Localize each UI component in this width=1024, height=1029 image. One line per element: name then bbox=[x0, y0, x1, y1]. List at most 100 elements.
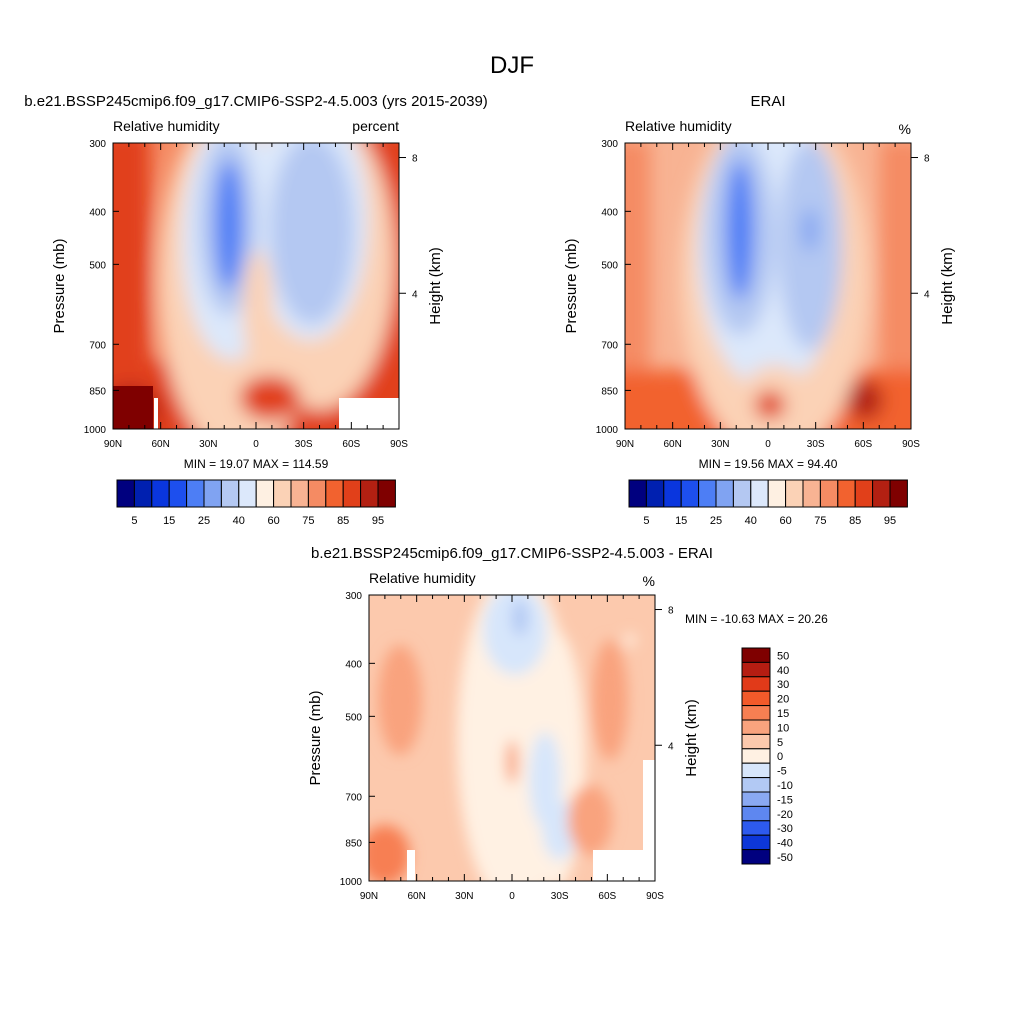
x-tick-label: 60S bbox=[342, 439, 360, 450]
panel-diff-colorbar-box bbox=[741, 834, 771, 851]
panel-diff-colorbar-label: 10 bbox=[777, 722, 789, 734]
x-tick-label: 0 bbox=[509, 891, 515, 902]
panel-diff-colorbar-label: -15 bbox=[777, 794, 793, 806]
panel-diff-colorbar-box bbox=[741, 777, 771, 793]
panel-model-colorbar-box bbox=[220, 479, 240, 508]
panel-erai-colorbar-box bbox=[732, 479, 752, 508]
panel-model-colorbar-box bbox=[116, 479, 135, 508]
panel-erai-colorbar: 5 15 25 40 60 75 85 95 bbox=[628, 479, 908, 527]
panel-model-field bbox=[113, 143, 399, 429]
x-tick-label: 30S bbox=[295, 439, 313, 450]
panel-erai-colorbar-box bbox=[663, 479, 682, 508]
panel-model-colorbar-label: 40 bbox=[233, 515, 245, 527]
panel-erai-colorbar-box bbox=[785, 479, 804, 508]
panel-model-subtitle-right: percent bbox=[352, 118, 399, 134]
panel-diff-colorbar-label: -50 bbox=[777, 852, 793, 864]
panel-diff-stats: MIN = -10.63 MAX = 20.26 bbox=[685, 612, 828, 626]
panel-diff: b.e21.BSSP245cmip6.f09_g17.CMIP6-SSP2-4.… bbox=[307, 545, 828, 902]
panel-model-colorbar-box bbox=[168, 479, 188, 508]
panel-diff-colorbar-box bbox=[741, 791, 771, 807]
panel-erai-subtitle-left: Relative humidity bbox=[625, 118, 732, 134]
panel-diff-colorbar-box bbox=[741, 733, 771, 750]
panel-model-ylabel: Pressure (mb) bbox=[51, 238, 68, 333]
panel-erai-y2label: Height (km) bbox=[939, 247, 956, 325]
panel-erai-axes: 90N 60N 30N 0 30S 60S 90S 300 400 500 700 850 1000 8 4 bbox=[596, 139, 930, 450]
panel-model-colorbar-label: 85 bbox=[337, 515, 349, 527]
panel-model-title: b.e21.BSSP245cmip6.f09_g17.CMIP6-SSP2-4.… bbox=[24, 93, 488, 110]
panel-erai-colorbar-box bbox=[715, 479, 734, 508]
panel-erai-title: ERAI bbox=[750, 93, 785, 110]
panel-diff-subtitle-left: Relative humidity bbox=[369, 570, 476, 586]
panel-erai-colorbar-label: 95 bbox=[884, 515, 896, 527]
y-tick-label: 500 bbox=[89, 260, 106, 271]
panel-diff-y2label: Height (km) bbox=[683, 699, 700, 777]
panel-model-colorbar-box bbox=[255, 479, 275, 508]
panel-model-axes: 90N 60N 30N 0 30S 60S 90S 300 400 500 700 850 1000 8 4 bbox=[84, 139, 418, 450]
panel-erai-colorbar-box bbox=[628, 479, 647, 508]
panel-model-colorbar-box bbox=[203, 479, 222, 508]
panel-diff-colorbar-box bbox=[741, 719, 771, 735]
panel-erai-colorbar-label: 60 bbox=[779, 515, 791, 527]
panel-model-colorbar-box bbox=[325, 479, 344, 508]
panel-erai-colorbar-box bbox=[680, 479, 700, 508]
y-tick-label: 300 bbox=[601, 139, 618, 150]
panel-erai-colorbar-label: 25 bbox=[710, 515, 722, 527]
y-tick-label: 850 bbox=[345, 838, 362, 849]
panel-erai-colorbar-box bbox=[837, 479, 856, 508]
panel-diff-colorbar-box bbox=[741, 762, 771, 779]
panel-diff-colorbar-box bbox=[741, 820, 771, 836]
panel-model-stats: MIN = 19.07 MAX = 114.59 bbox=[184, 457, 329, 471]
panel-erai-colorbar-box bbox=[645, 479, 665, 508]
y2-tick-label: 8 bbox=[668, 606, 674, 617]
y2-tick-label: 4 bbox=[668, 741, 674, 752]
panel-model-colorbar-label: 60 bbox=[267, 515, 279, 527]
panel-erai: ERAI Relative humidity % 90N 60N 30N 0 30S 60… bbox=[563, 93, 956, 527]
panel-erai-stats: MIN = 19.56 MAX = 94.40 bbox=[699, 457, 838, 471]
panel-erai-colorbar-label: 40 bbox=[745, 515, 757, 527]
panel-diff-colorbar-label: 30 bbox=[777, 679, 789, 691]
y-tick-label: 300 bbox=[89, 139, 106, 150]
x-tick-label: 30N bbox=[455, 891, 473, 902]
panel-erai-subtitle-right: % bbox=[899, 121, 911, 137]
panel-diff-colorbar-label: 5 bbox=[777, 737, 783, 749]
x-tick-label: 60N bbox=[151, 439, 169, 450]
y-tick-label: 500 bbox=[601, 260, 618, 271]
x-tick-label: 90S bbox=[902, 439, 920, 450]
x-tick-label: 0 bbox=[765, 439, 771, 450]
y-tick-label: 500 bbox=[345, 712, 362, 723]
panel-model-colorbar-label: 15 bbox=[163, 515, 175, 527]
panel-model: b.e21.BSSP245cmip6.f09_g17.CMIP6-SSP2-4.… bbox=[24, 93, 488, 527]
panel-diff-colorbar-box bbox=[741, 676, 771, 692]
panel-model-colorbar-box bbox=[290, 479, 309, 508]
panel-diff-colorbar-label: -30 bbox=[777, 823, 793, 835]
x-tick-label: 90N bbox=[360, 891, 378, 902]
panel-diff-colorbar-label: 40 bbox=[777, 665, 789, 677]
panel-diff-axes: 90N 60N 30N 0 30S 60S 90S 300 400 500 700 850 1000 8 4 bbox=[340, 591, 674, 902]
y-tick-label: 1000 bbox=[340, 877, 363, 888]
y-tick-label: 400 bbox=[89, 207, 106, 218]
panel-diff-colorbar-label: -40 bbox=[777, 838, 793, 850]
panel-diff-title: b.e21.BSSP245cmip6.f09_g17.CMIP6-SSP2-4.… bbox=[311, 545, 713, 562]
x-tick-label: 30S bbox=[807, 439, 825, 450]
x-tick-label: 30N bbox=[199, 439, 217, 450]
panel-model-colorbar-label: 25 bbox=[198, 515, 210, 527]
panel-erai-colorbar-box bbox=[872, 479, 891, 508]
x-tick-label: 60S bbox=[854, 439, 872, 450]
panel-model-colorbar: 5 15 25 40 60 75 85 95 bbox=[116, 479, 396, 527]
x-tick-label: 30N bbox=[711, 439, 729, 450]
panel-erai-colorbar-label: 75 bbox=[814, 515, 826, 527]
panel-diff-colorbar-label: 0 bbox=[777, 751, 783, 763]
panel-erai-colorbar-label: 5 bbox=[643, 515, 649, 527]
x-tick-label: 90S bbox=[646, 891, 664, 902]
x-tick-label: 90N bbox=[104, 439, 122, 450]
panel-erai-colorbar-box bbox=[819, 479, 839, 508]
panel-diff-colorbar-box bbox=[741, 805, 771, 822]
y2-tick-label: 4 bbox=[924, 289, 930, 300]
panel-erai-colorbar-box bbox=[854, 479, 874, 508]
panel-diff-colorbar-box bbox=[741, 849, 771, 865]
panel-diff-colorbar-box bbox=[741, 661, 771, 678]
y-tick-label: 850 bbox=[89, 386, 106, 397]
panel-diff-colorbar-box bbox=[741, 647, 771, 663]
